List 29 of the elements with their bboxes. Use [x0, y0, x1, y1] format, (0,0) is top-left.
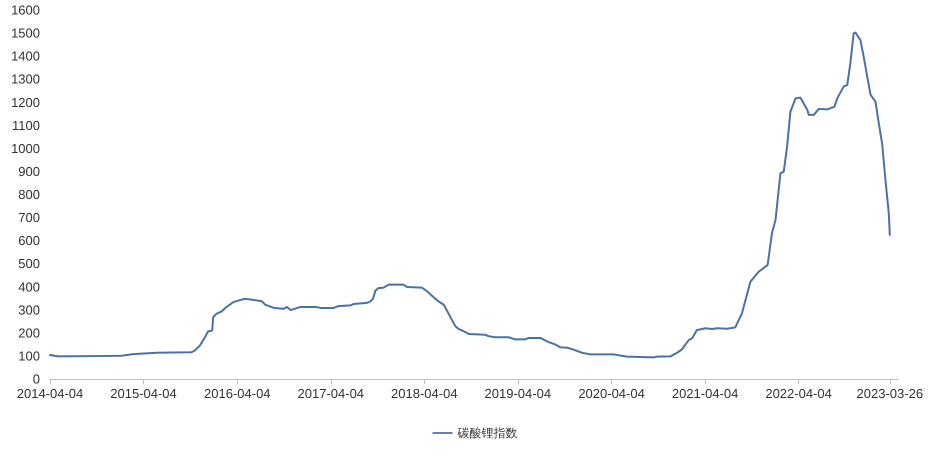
x-tick-label: 2018-04-04 — [391, 386, 458, 401]
y-tick-label: 1300 — [11, 72, 40, 87]
x-tick-label: 2019-04-04 — [484, 386, 552, 401]
legend-label: 碳酸锂指数 — [456, 426, 518, 440]
x-tick-label: 2017-04-04 — [298, 386, 364, 401]
x-tick-label: 2016-04-04 — [204, 386, 271, 401]
y-tick-label: 1000 — [11, 140, 40, 156]
y-tick-label: 0 — [32, 372, 40, 386]
y-tick-label: 600 — [18, 233, 40, 248]
y-tick-label: 1500 — [11, 26, 40, 41]
x-tick-label: 2014-04-04 — [16, 386, 84, 401]
line-series — [49, 32, 891, 358]
y-tick-label: 100 — [18, 348, 40, 364]
y-tick-label: 400 — [18, 279, 40, 294]
x-tick-label: 2023-03-26 — [856, 386, 924, 401]
x-tick-label: 2022-04-04 — [765, 386, 832, 401]
y-tick-label: 200 — [18, 325, 40, 340]
y-tick-label: 1200 — [11, 94, 40, 110]
y-tick-label: 800 — [18, 187, 40, 202]
y-tick-label: 700 — [18, 210, 40, 226]
y-tick-label: 1400 — [11, 48, 40, 64]
y-tick-label: 1100 — [12, 118, 40, 133]
y-tick-label: 1600 — [11, 2, 40, 18]
y-tick-label: 500 — [18, 256, 40, 272]
x-tick-label: 2021-04-04 — [672, 386, 738, 401]
x-tick-label: 2015-04-04 — [110, 386, 177, 401]
x-tick-label: 2020-04-04 — [578, 386, 645, 401]
y-tick-label: 300 — [18, 302, 40, 318]
y-tick-label: 900 — [18, 164, 40, 179]
